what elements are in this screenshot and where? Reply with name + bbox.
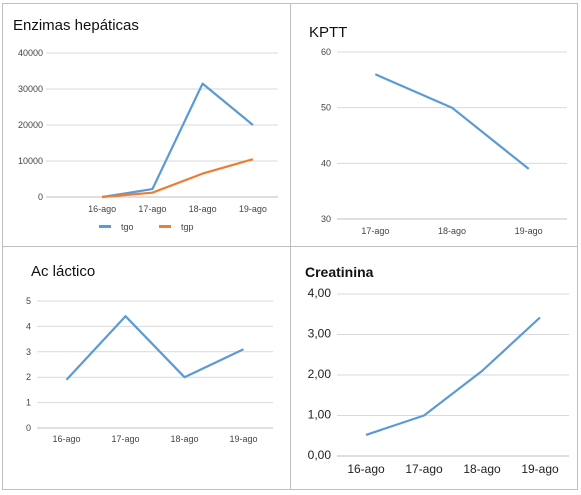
y-tick-label: 30 xyxy=(321,214,331,224)
y-tick-label: 10000 xyxy=(18,156,43,166)
series-line xyxy=(101,82,254,199)
y-tick-label: 3,00 xyxy=(308,327,332,341)
chart-plot-kptt: 30 40 50 60 17-ago 18-ago 19-ago xyxy=(321,47,567,236)
y-tick-label: 5 xyxy=(26,296,31,306)
y-tick-label: 4 xyxy=(26,321,31,331)
x-tick-label: 18-ago xyxy=(463,462,501,476)
legend-label: tgo xyxy=(121,222,134,232)
y-tick-label: 2,00 xyxy=(308,367,332,381)
x-tick-label: 18-ago xyxy=(438,226,466,236)
chart-panel-enzimas: Enzimas hepáticas 0 10000 20000 30000 40000 1… xyxy=(2,3,291,247)
y-tick-label: 20000 xyxy=(18,120,43,130)
x-tick-label: 18-ago xyxy=(189,204,217,214)
x-tick-label: 17-ago xyxy=(361,226,389,236)
x-tick-label: 19-ago xyxy=(239,204,267,214)
x-tick-label: 19-ago xyxy=(229,434,257,444)
chart-plot-creatinina: 0,00 1,00 2,00 3,00 4,00 16-ago 17-ago 18-ago 19… xyxy=(308,286,569,476)
y-tick-label: 0 xyxy=(26,423,31,433)
series-line xyxy=(102,158,254,199)
series-line xyxy=(65,315,244,381)
legend-label: tgp xyxy=(181,222,194,232)
chart-plot-enzimas: 0 10000 20000 30000 40000 16-ago 17-ago 18-ago 1… xyxy=(18,48,278,232)
x-tick-label: 16-ago xyxy=(347,462,385,476)
chart-title: Enzimas hepáticas xyxy=(13,17,139,34)
y-tick-label: 2 xyxy=(26,372,31,382)
y-tick-label: 1,00 xyxy=(308,408,332,422)
chart-panel-creatinina: Creatinina 0,00 1,00 2,00 3,00 4,00 16-ago 17-… xyxy=(290,246,578,490)
chart-panel-ac-lactico: Ac láctico 0 1 2 3 4 5 16-ago 17-ago 18-ago 19-ag… xyxy=(2,246,291,490)
chart-panel-kptt: KPTT 30 40 50 60 17-ago 18-ago 19-ago xyxy=(290,3,578,247)
chart-title: Ac láctico xyxy=(31,263,96,280)
y-tick-label: 0 xyxy=(38,192,43,202)
y-tick-label: 1 xyxy=(26,398,31,408)
chart-title: Creatinina xyxy=(305,264,374,280)
x-tick-label: 17-ago xyxy=(138,204,166,214)
y-tick-label: 40000 xyxy=(18,48,43,58)
legend-swatch xyxy=(159,225,171,228)
y-tick-label: 40 xyxy=(321,158,331,168)
x-tick-label: 16-ago xyxy=(52,434,80,444)
x-tick-label: 19-ago xyxy=(515,226,543,236)
series-line xyxy=(374,73,530,170)
y-tick-label: 50 xyxy=(321,103,331,113)
x-tick-label: 19-ago xyxy=(521,462,559,476)
legend-swatch xyxy=(99,225,111,228)
chart-title: KPTT xyxy=(309,24,348,41)
y-tick-label: 60 xyxy=(321,47,331,57)
y-tick-label: 3 xyxy=(26,347,31,357)
x-tick-label: 17-ago xyxy=(111,434,139,444)
y-tick-label: 30000 xyxy=(18,84,43,94)
chart-plot-ac-lactico: 0 1 2 3 4 5 16-ago 17-ago 18-ago 19-ago xyxy=(26,296,273,444)
series-line xyxy=(365,316,541,436)
x-tick-label: 18-ago xyxy=(170,434,198,444)
y-tick-label: 4,00 xyxy=(308,286,332,300)
x-tick-label: 16-ago xyxy=(88,204,116,214)
x-tick-label: 17-ago xyxy=(405,462,443,476)
y-tick-label: 0,00 xyxy=(308,448,332,462)
